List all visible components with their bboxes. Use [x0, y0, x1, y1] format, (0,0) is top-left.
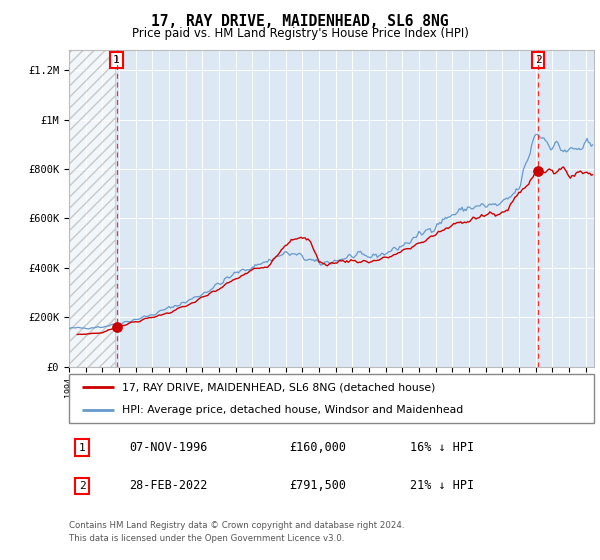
- Text: 28-FEB-2022: 28-FEB-2022: [130, 479, 208, 492]
- Text: 17, RAY DRIVE, MAIDENHEAD, SL6 8NG (detached house): 17, RAY DRIVE, MAIDENHEAD, SL6 8NG (deta…: [121, 382, 435, 393]
- Text: Price paid vs. HM Land Registry's House Price Index (HPI): Price paid vs. HM Land Registry's House …: [131, 27, 469, 40]
- FancyBboxPatch shape: [69, 374, 594, 423]
- Text: This data is licensed under the Open Government Licence v3.0.: This data is licensed under the Open Gov…: [69, 534, 344, 543]
- Text: 2: 2: [535, 55, 542, 65]
- Text: 1: 1: [79, 443, 86, 452]
- Text: 16% ↓ HPI: 16% ↓ HPI: [410, 441, 475, 454]
- Point: [533, 167, 543, 176]
- Bar: [69, 50, 115, 367]
- Text: 21% ↓ HPI: 21% ↓ HPI: [410, 479, 475, 492]
- Text: 2: 2: [79, 481, 86, 491]
- Text: 1: 1: [113, 55, 120, 65]
- Text: HPI: Average price, detached house, Windsor and Maidenhead: HPI: Average price, detached house, Wind…: [121, 405, 463, 416]
- Text: 17, RAY DRIVE, MAIDENHEAD, SL6 8NG: 17, RAY DRIVE, MAIDENHEAD, SL6 8NG: [151, 14, 449, 29]
- Point: [112, 323, 121, 332]
- Text: Contains HM Land Registry data © Crown copyright and database right 2024.: Contains HM Land Registry data © Crown c…: [69, 521, 404, 530]
- Text: £791,500: £791,500: [290, 479, 347, 492]
- Text: 07-NOV-1996: 07-NOV-1996: [130, 441, 208, 454]
- Text: £160,000: £160,000: [290, 441, 347, 454]
